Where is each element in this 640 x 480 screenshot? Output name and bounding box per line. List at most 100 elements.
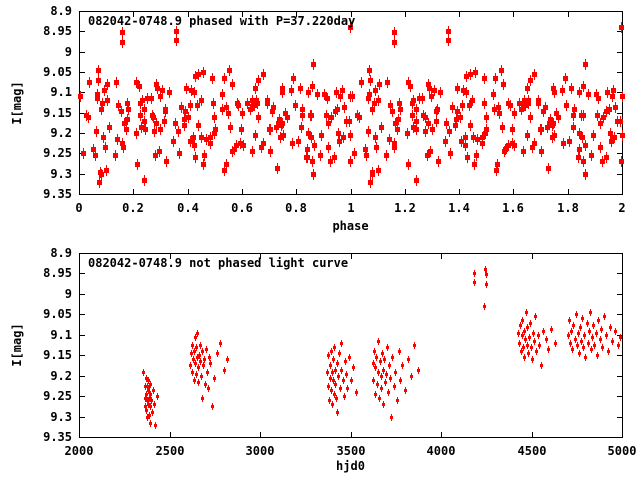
data-point-errorbar — [521, 348, 522, 355]
data-point-errorbar — [205, 381, 206, 388]
data-point-errorbar — [397, 124, 398, 135]
data-point-errorbar — [565, 73, 566, 84]
data-point-errorbar — [335, 106, 336, 117]
data-point-errorbar — [202, 348, 203, 355]
data-point-errorbar — [196, 371, 197, 378]
data-point-errorbar — [440, 87, 441, 98]
data-point-errorbar — [279, 114, 280, 125]
data-point-errorbar — [573, 122, 574, 133]
data-point-errorbar — [144, 116, 145, 127]
data-point-errorbar — [115, 150, 116, 161]
data-point-errorbar — [582, 315, 583, 322]
data-point-errorbar — [572, 346, 573, 353]
data-point-errorbar — [83, 148, 84, 159]
data-point-errorbar — [448, 26, 449, 37]
data-point-errorbar — [408, 356, 409, 363]
data-point-errorbar — [386, 371, 387, 378]
x-tick-label: 1 — [347, 201, 355, 215]
data-point-errorbar — [484, 98, 485, 109]
data-point-errorbar — [590, 309, 591, 316]
data-point-errorbar — [241, 124, 242, 135]
data-point-errorbar — [149, 412, 150, 419]
data-point-errorbar — [394, 37, 395, 48]
data-point-errorbar — [583, 110, 584, 121]
data-point-errorbar — [336, 87, 337, 98]
data-point-errorbar — [484, 303, 485, 310]
data-point-errorbar — [425, 126, 426, 137]
x-tick-label: 2000 — [64, 444, 94, 458]
data-point-errorbar — [529, 334, 530, 341]
data-point-errorbar — [118, 100, 119, 111]
data-point-errorbar — [600, 142, 601, 153]
data-point-errorbar — [361, 77, 362, 88]
data-point-errorbar — [553, 83, 554, 94]
data-point-errorbar — [165, 104, 166, 115]
data-point-errorbar — [191, 85, 192, 96]
data-point-errorbar — [201, 95, 202, 106]
data-point-errorbar — [359, 112, 360, 123]
data-point-errorbar — [195, 360, 196, 367]
data-point-errorbar — [602, 156, 603, 167]
data-point-errorbar — [620, 116, 621, 127]
y-tick-label: 9 — [64, 45, 72, 59]
data-point-errorbar — [208, 385, 209, 392]
data-point-errorbar — [399, 348, 400, 355]
y-tick-label: 9.05 — [43, 307, 72, 321]
data-point-errorbar — [197, 100, 198, 111]
top-panel-title: 082042-0748.9 phased with P=37.220day — [88, 14, 356, 28]
data-point-errorbar — [614, 132, 615, 143]
data-point-errorbar — [89, 77, 90, 88]
data-point-errorbar — [589, 328, 590, 335]
data-point-errorbar — [147, 397, 148, 404]
y-tick-label: 9.25 — [43, 389, 72, 403]
data-point-errorbar — [394, 142, 395, 153]
y-tick-mark — [80, 355, 85, 356]
data-point-errorbar — [543, 328, 544, 335]
data-point-errorbar — [610, 128, 611, 139]
data-point-errorbar — [139, 81, 140, 92]
data-point-errorbar — [585, 354, 586, 361]
y-tick-mark — [617, 92, 622, 93]
data-point-errorbar — [242, 108, 243, 119]
data-point-errorbar — [337, 409, 338, 416]
data-point-errorbar — [611, 136, 612, 147]
data-point-errorbar — [582, 132, 583, 143]
data-point-errorbar — [438, 156, 439, 167]
data-point-errorbar — [380, 358, 381, 365]
y-tick-label: 9.15 — [43, 106, 72, 120]
data-point-errorbar — [222, 104, 223, 115]
data-point-errorbar — [387, 77, 388, 88]
data-point-errorbar — [410, 81, 411, 92]
y-tick-mark — [617, 11, 622, 12]
data-point-errorbar — [128, 104, 129, 115]
x-tick-mark — [133, 189, 134, 194]
data-point-errorbar — [462, 100, 463, 111]
data-point-errorbar — [554, 130, 555, 141]
data-point-errorbar — [576, 311, 577, 318]
data-point-errorbar — [107, 95, 108, 106]
data-point-errorbar — [381, 373, 382, 380]
data-point-errorbar — [240, 138, 241, 149]
data-point-errorbar — [204, 356, 205, 363]
data-point-errorbar — [460, 112, 461, 123]
data-point-errorbar — [466, 71, 467, 82]
data-point-errorbar — [486, 271, 487, 278]
data-point-errorbar — [229, 65, 230, 76]
data-point-errorbar — [156, 79, 157, 90]
x-tick-mark — [79, 189, 80, 194]
data-point-errorbar — [157, 83, 158, 94]
y-tick-label: 8.95 — [43, 24, 72, 38]
data-point-errorbar — [388, 389, 389, 396]
data-point-errorbar — [346, 116, 347, 127]
y-tick-label: 9.3 — [50, 167, 72, 181]
data-point-errorbar — [449, 126, 450, 137]
data-point-errorbar — [620, 334, 621, 341]
data-point-errorbar — [350, 156, 351, 167]
data-point-errorbar — [347, 385, 348, 392]
data-point-errorbar — [452, 102, 453, 113]
y-tick-label: 9.1 — [50, 85, 72, 99]
data-point-errorbar — [214, 128, 215, 139]
data-point-errorbar — [197, 354, 198, 361]
data-point-errorbar — [372, 169, 373, 180]
data-point-errorbar — [477, 134, 478, 145]
